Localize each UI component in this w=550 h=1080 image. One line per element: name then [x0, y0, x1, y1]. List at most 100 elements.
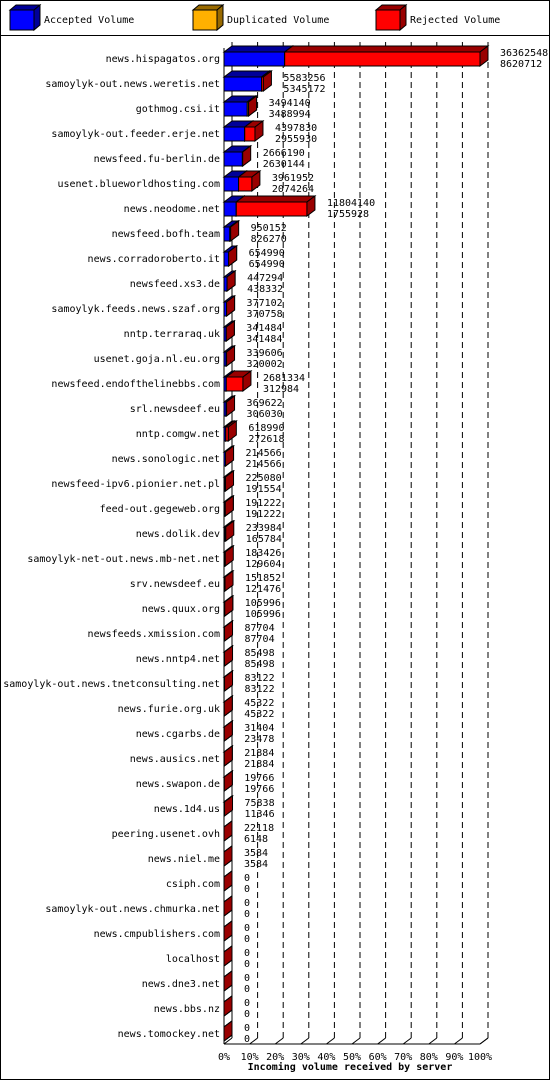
tick-mark	[454, 1037, 463, 1045]
category-label: news.corradoroberto.it	[88, 254, 220, 265]
bar-segment-side	[224, 795, 234, 817]
bar-segment-side	[479, 45, 489, 67]
accepted-label: 0	[244, 1009, 250, 1020]
bar-segment-side	[223, 845, 233, 867]
accepted-label: 1755928	[327, 209, 369, 220]
bar-segment	[238, 176, 253, 192]
bar-segment	[244, 126, 256, 142]
x-tick-label: 90%	[445, 1052, 463, 1063]
offered-label: 0	[244, 873, 250, 884]
bar-segment-side	[228, 245, 238, 267]
offered-label: 3494140	[269, 98, 311, 109]
x-tick-label: 0%	[218, 1052, 230, 1063]
bar-segment	[223, 151, 243, 167]
bar-segment-side	[224, 670, 234, 692]
offered-label: 377102	[247, 298, 283, 309]
offered-label: 447294	[247, 273, 283, 284]
bar-segment	[223, 101, 248, 117]
accepted-label: 5345172	[283, 84, 325, 95]
legend-swatch	[399, 3, 407, 32]
accepted-label: 19766	[244, 784, 274, 795]
accepted-label: 312984	[263, 384, 299, 395]
x-tick-label: 50%	[343, 1052, 361, 1063]
offered-label: 75838	[245, 798, 275, 809]
bar-segment-side	[254, 120, 264, 142]
offered-label: 0	[244, 923, 250, 934]
category-label: news.ausics.net	[130, 754, 220, 765]
offered-label: 3961952	[272, 173, 314, 184]
bar-segment-side	[224, 495, 234, 517]
accepted-label: 3488994	[269, 109, 311, 120]
x-axis-title: Incoming volume received by server	[248, 1061, 453, 1073]
bar-segment-side	[224, 595, 234, 617]
accepted-label: 8620712	[500, 59, 542, 70]
offered-label: 214566	[246, 448, 282, 459]
bar-segment-side	[306, 195, 316, 217]
category-label: news.swapon.de	[136, 779, 220, 790]
tick-mark	[249, 1037, 258, 1045]
bar-segment-side	[223, 770, 233, 792]
offered-label: 225080	[246, 473, 282, 484]
bar-segment-side	[225, 470, 235, 492]
accepted-label: 214566	[246, 459, 282, 470]
bar-segment	[284, 51, 481, 67]
offered-label: 83122	[245, 673, 275, 684]
x-tick-label: 30%	[292, 1052, 310, 1063]
offered-label: 191222	[245, 498, 281, 509]
accepted-label: 0	[244, 959, 250, 970]
accepted-label: 341484	[246, 334, 282, 345]
bar-segment	[223, 126, 246, 142]
legend-swatch	[375, 9, 401, 31]
bar-segment-side	[223, 745, 233, 767]
bar-segment-side	[223, 945, 233, 967]
legend-label: Rejected Volume	[410, 15, 500, 26]
offered-label: 950152	[251, 223, 287, 234]
offered-label: 2681334	[263, 373, 305, 384]
offered-label: 0	[244, 998, 250, 1009]
tick-mark	[479, 1037, 489, 1045]
category-label: news.1d4.us	[154, 804, 220, 815]
category-label: newsfeeds.xmission.com	[88, 629, 220, 640]
bar-segment-side	[224, 620, 234, 642]
bar-segment-side	[223, 895, 233, 917]
category-label: newsfeed-ipv6.pionier.net.pl	[51, 479, 220, 490]
offered-label: 4397830	[275, 123, 317, 134]
x-tick-label: 40%	[317, 1052, 335, 1063]
bar-segment-side	[223, 1020, 233, 1042]
accepted-label: 826270	[251, 234, 287, 245]
bar-segment	[223, 51, 286, 67]
x-tick-label: 100%	[468, 1052, 492, 1063]
bar-segment-side	[223, 970, 233, 992]
legend-swatch	[33, 3, 41, 32]
category-label: csiph.com	[166, 879, 220, 890]
bar-segment-side	[262, 70, 272, 92]
accepted-label: 191222	[245, 509, 281, 520]
bar-segment	[235, 201, 308, 217]
category-label: feed-out.gegeweb.org	[100, 504, 220, 515]
category-label: usenet.blueworldhosting.com	[57, 179, 220, 190]
bar-segment-top	[222, 45, 295, 53]
bar-segment	[223, 251, 230, 267]
accepted-label: 129604	[245, 559, 281, 570]
category-label: news.sonologic.net	[112, 454, 220, 465]
bar-segment-side	[223, 995, 233, 1017]
offered-label: 339606	[247, 348, 283, 359]
category-label: news.cgarbs.de	[136, 729, 220, 740]
accepted-label: 21884	[244, 759, 274, 770]
category-label: newsfeed.endofthelinebbs.com	[51, 379, 220, 390]
accepted-label: 165784	[246, 534, 282, 545]
bar-segment-side	[224, 570, 234, 592]
x-tick-label: 20%	[266, 1052, 284, 1063]
accepted-label: 0	[244, 984, 250, 995]
bar-segment	[223, 201, 237, 217]
x-tick-label: 10%	[241, 1052, 259, 1063]
accepted-label: 45322	[244, 709, 274, 720]
bar-segment-side	[223, 870, 233, 892]
accepted-label: 272618	[248, 434, 284, 445]
category-label: newsfeed.fu-berlin.de	[94, 154, 220, 165]
bar-segment-side	[230, 220, 240, 242]
offered-label: 654990	[249, 248, 285, 259]
accepted-label: 0	[244, 884, 250, 895]
category-label: news.quux.org	[142, 604, 220, 615]
bar-segment-side	[225, 445, 235, 467]
